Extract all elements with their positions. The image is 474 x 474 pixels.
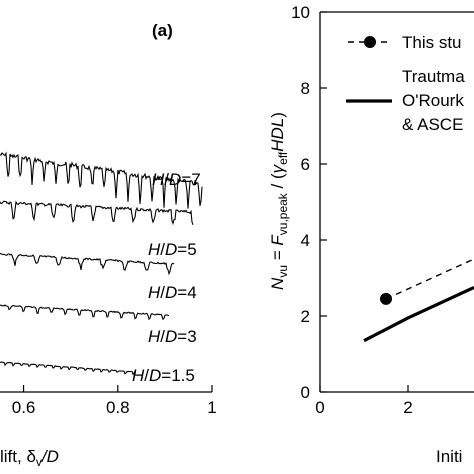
right-series [363, 258, 474, 343]
right-y-tick-label: 8 [301, 79, 310, 98]
curve-label: H/D=4 [148, 283, 197, 302]
left-x-tick-label: 1 [207, 398, 216, 417]
left-curve-labels: H/D=7 H/D=5 H/D=4 H/D=3 H/D=1.5 [132, 170, 201, 385]
right-axes-frame [319, 11, 474, 393]
right-y-tick-label: 10 [291, 3, 310, 22]
right-x-axis-title: Initi [436, 447, 462, 466]
curve-h-d-1-5 [0, 361, 137, 376]
legend-label-orourke: O'Rourk [402, 91, 464, 110]
legend-marker-this-study [364, 36, 376, 48]
left-x-tick-label: 0.6 [12, 398, 36, 417]
series-this-study-point [380, 292, 392, 305]
right-panel: 0 2 4 6 8 10 0 2 Nvu = Fvu,peak / (γeffHDL) Ini… [268, 3, 474, 466]
right-y-tick-label: 2 [301, 307, 310, 326]
left-x-axis-title: lift, δv/D [0, 447, 59, 469]
right-axis-ticks: 0 2 4 6 8 10 0 2 [291, 3, 413, 417]
curve-h-d-3 [0, 304, 170, 321]
legend-label-trautmann: Trautma [402, 67, 465, 86]
curve-label: H/D=1.5 [132, 366, 195, 385]
series-reference-line [363, 286, 474, 343]
left-x-ticks: 0.6 0.8 1 [12, 385, 217, 417]
curve-label: H/D=3 [148, 327, 197, 346]
curve-h-d-4 [0, 252, 175, 276]
curve-label: H/D=5 [148, 240, 197, 259]
left-x-tick-label: 0.8 [106, 398, 130, 417]
right-x-tick-label: 2 [403, 398, 412, 417]
left-panel: (a) H/D=7H/D=5H/D=4H/D=3H/D=1.5 0.6 0.8 1 … [0, 21, 217, 469]
left-curves [0, 151, 203, 376]
right-y-tick-label: 6 [301, 155, 310, 174]
right-y-tick-label: 4 [301, 231, 310, 250]
panel-label-a: (a) [152, 21, 173, 40]
right-x-tick-label: 0 [315, 398, 324, 417]
legend-label-asce: & ASCE [402, 115, 463, 134]
right-legend: This stu Trautma O'Rourk & ASCE [346, 33, 465, 134]
curve-label: H/D=7 [152, 170, 201, 189]
series-this-study-line [385, 258, 474, 300]
legend-label-this-study: This stu [402, 33, 462, 52]
right-y-tick-label: 0 [301, 383, 310, 402]
curve-h-d-7 [0, 151, 203, 209]
right-y-axis-title: Nvu = Fvu,peak / (γeffHDL) [268, 112, 290, 290]
curve-h-d-5 [0, 200, 194, 226]
